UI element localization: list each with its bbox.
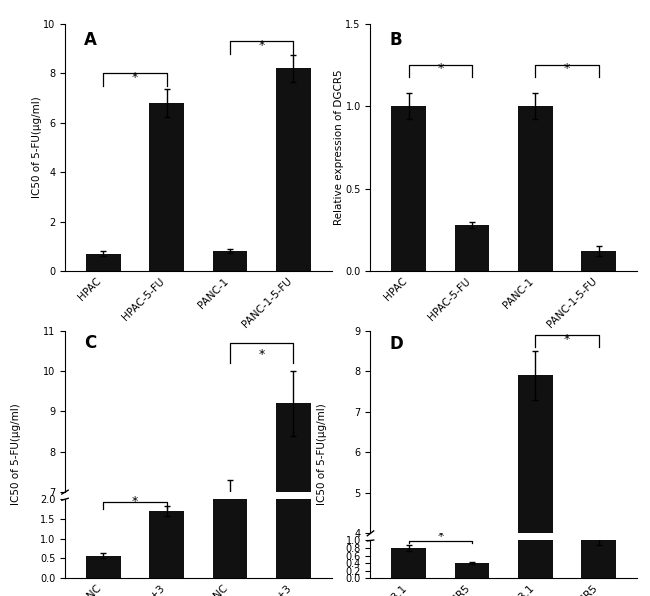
Text: *: * (564, 333, 570, 346)
Text: IC50 of 5-FU(μg/ml): IC50 of 5-FU(μg/ml) (317, 403, 327, 505)
Bar (518, 106, 553, 271)
Bar (86, 555, 120, 578)
Y-axis label: IC50 of 5-FU(μg/ml): IC50 of 5-FU(μg/ml) (32, 97, 42, 198)
Bar (276, 215, 311, 578)
Text: *: * (259, 39, 265, 52)
Bar (276, 69, 311, 271)
Text: *: * (259, 348, 265, 361)
Text: A: A (84, 31, 97, 49)
Bar (149, 103, 184, 271)
Bar (86, 254, 120, 271)
Text: IC50 of 5-FU(μg/ml): IC50 of 5-FU(μg/ml) (11, 403, 21, 505)
Bar (149, 511, 184, 578)
Text: *: * (437, 530, 443, 543)
Text: C: C (84, 334, 96, 352)
Text: *: * (132, 495, 138, 508)
Bar (454, 225, 489, 271)
Bar (213, 306, 248, 578)
Bar (276, 403, 311, 596)
Bar (518, 281, 553, 578)
Bar (391, 106, 426, 271)
Bar (213, 496, 248, 596)
Text: *: * (437, 63, 443, 76)
Text: *: * (132, 72, 138, 85)
Bar (454, 563, 489, 578)
Y-axis label: Relative expression of DGCR5: Relative expression of DGCR5 (334, 70, 344, 225)
Text: B: B (389, 31, 402, 49)
Bar (582, 252, 616, 271)
Bar (518, 375, 553, 596)
Text: D: D (389, 335, 403, 353)
Text: *: * (564, 63, 570, 76)
Bar (391, 548, 426, 578)
Bar (213, 252, 248, 271)
Bar (582, 541, 616, 578)
